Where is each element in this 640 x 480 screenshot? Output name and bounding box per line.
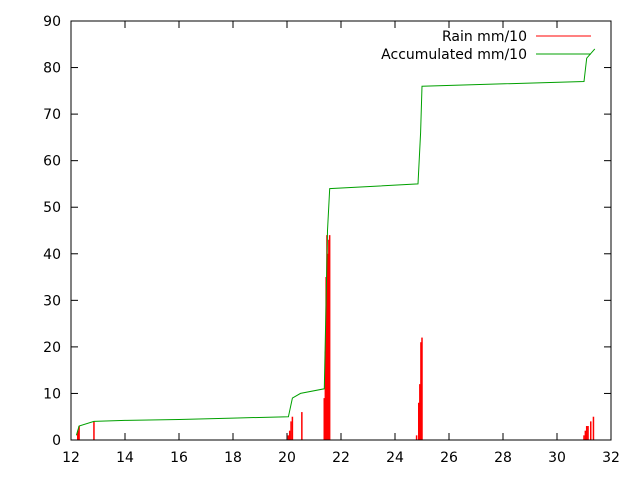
y-tick-label: 90 bbox=[43, 14, 61, 30]
x-tick-label: 20 bbox=[278, 450, 296, 466]
y-tick-label: 10 bbox=[43, 386, 61, 402]
x-tick-label: 18 bbox=[224, 450, 242, 466]
x-tick-label: 14 bbox=[116, 450, 134, 466]
y-tick-label: 50 bbox=[43, 200, 61, 216]
x-tick-label: 24 bbox=[386, 450, 404, 466]
y-tick-label: 40 bbox=[43, 247, 61, 263]
legend-label: Rain mm/10 bbox=[442, 29, 527, 45]
y-tick-label: 0 bbox=[52, 433, 61, 449]
axes: 12 14 16 18 20 22 24 26 28 30 32 0 10 20 30 40 50 60 70 80 9… bbox=[43, 14, 620, 466]
legend: Rain mm/10 Accumulated mm/10 bbox=[381, 29, 591, 63]
plot-border bbox=[70, 20, 612, 441]
y-tick-label: 80 bbox=[43, 61, 61, 77]
y-tick-label: 30 bbox=[43, 293, 61, 309]
x-tick-label: 22 bbox=[332, 450, 350, 466]
y-tick-label: 20 bbox=[43, 340, 61, 356]
x-tick-label: 26 bbox=[440, 450, 458, 466]
x-tick-label: 30 bbox=[548, 450, 566, 466]
y-tick-label: 60 bbox=[43, 154, 61, 170]
x-tick-label: 16 bbox=[170, 450, 188, 466]
x-tick-label: 32 bbox=[602, 450, 620, 466]
chart-marks bbox=[75, 48, 596, 440]
x-tick-label: 28 bbox=[494, 450, 512, 466]
y-tick-label: 70 bbox=[43, 107, 61, 123]
legend-label: Accumulated mm/10 bbox=[381, 47, 527, 63]
accumulated-line bbox=[75, 48, 596, 436]
x-tick-label: 12 bbox=[62, 450, 80, 466]
